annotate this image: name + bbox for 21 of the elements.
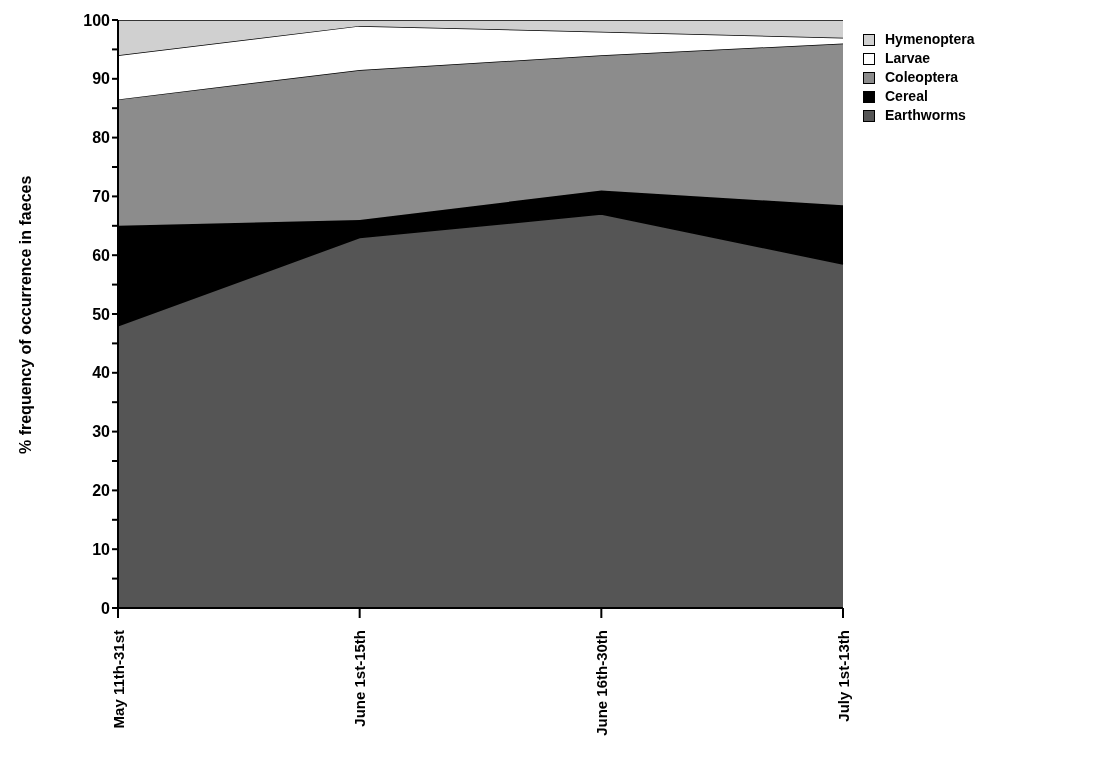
legend-label: Hymenoptera bbox=[885, 30, 975, 49]
y-tick-label: 40 bbox=[92, 364, 111, 382]
legend-label: Earthworms bbox=[885, 106, 966, 125]
y-axis-title: % frequency of occurrence in faeces bbox=[16, 175, 34, 454]
y-tick-label: 100 bbox=[83, 11, 111, 29]
y-tick-label: 90 bbox=[92, 70, 111, 88]
x-tick-label: May 11th-31st bbox=[109, 630, 127, 729]
legend-label: Cereal bbox=[885, 87, 928, 106]
x-tick-label: June 1st-15th bbox=[351, 630, 369, 727]
legend-label: Coleoptera bbox=[885, 68, 959, 87]
y-tick-label: 80 bbox=[92, 129, 111, 147]
y-tick-label: 20 bbox=[92, 482, 111, 500]
y-tick-label: 0 bbox=[101, 599, 111, 617]
y-tick-label: 50 bbox=[92, 305, 111, 323]
x-tick-label: July 1st-13th bbox=[834, 630, 852, 722]
x-tick-label: June 16th-30th bbox=[592, 630, 610, 736]
y-tick-label: 70 bbox=[92, 188, 111, 206]
legend-label: Larvae bbox=[885, 49, 931, 68]
y-tick-label: 30 bbox=[92, 423, 111, 441]
y-tick-label: 10 bbox=[92, 540, 111, 558]
y-tick-label: 60 bbox=[92, 246, 111, 264]
